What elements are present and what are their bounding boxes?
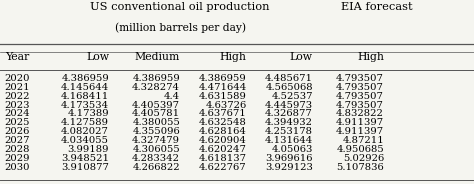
Text: 2020: 2020 [5, 74, 30, 83]
Text: 4.328274: 4.328274 [132, 83, 180, 92]
Text: 4.950685: 4.950685 [336, 145, 384, 154]
Text: 4.034055: 4.034055 [61, 136, 109, 145]
Text: 4.793507: 4.793507 [336, 74, 384, 83]
Text: 4.63726: 4.63726 [205, 100, 246, 109]
Text: US conventional oil production: US conventional oil production [91, 2, 270, 12]
Text: 4.266822: 4.266822 [133, 163, 180, 172]
Text: 5.107836: 5.107836 [336, 163, 384, 172]
Text: 4.618137: 4.618137 [199, 154, 246, 163]
Text: 4.253178: 4.253178 [265, 127, 313, 136]
Text: 4.168411: 4.168411 [61, 92, 109, 101]
Text: 3.910877: 3.910877 [61, 163, 109, 172]
Text: 4.793507: 4.793507 [336, 83, 384, 92]
Text: 4.131644: 4.131644 [264, 136, 313, 145]
Text: 2028: 2028 [5, 145, 30, 154]
Text: 4.127589: 4.127589 [61, 118, 109, 128]
Text: 4.17389: 4.17389 [67, 109, 109, 118]
Text: 4.283342: 4.283342 [132, 154, 180, 163]
Text: 2022: 2022 [5, 92, 30, 101]
Text: (million barrels per day): (million barrels per day) [115, 22, 246, 33]
Text: 4.911397: 4.911397 [336, 118, 384, 128]
Text: 4.793507: 4.793507 [336, 100, 384, 109]
Text: 3.99189: 3.99189 [67, 145, 109, 154]
Text: 4.485671: 4.485671 [265, 74, 313, 83]
Text: 4.628164: 4.628164 [199, 127, 246, 136]
Text: Year: Year [5, 52, 29, 62]
Text: High: High [357, 52, 384, 62]
Text: 4.394932: 4.394932 [265, 118, 313, 128]
Text: 4.632548: 4.632548 [199, 118, 246, 128]
Text: Low: Low [290, 52, 313, 62]
Text: 4.173534: 4.173534 [61, 100, 109, 109]
Text: 3.969616: 3.969616 [265, 154, 313, 163]
Text: 4.327479: 4.327479 [132, 136, 180, 145]
Text: 2021: 2021 [5, 83, 30, 92]
Text: 4.082027: 4.082027 [61, 127, 109, 136]
Text: 2024: 2024 [5, 109, 30, 118]
Text: 4.380055: 4.380055 [132, 118, 180, 128]
Text: 4.87211: 4.87211 [342, 136, 384, 145]
Text: 4.386959: 4.386959 [61, 74, 109, 83]
Text: 2027: 2027 [5, 136, 30, 145]
Text: 2029: 2029 [5, 154, 30, 163]
Text: 4.471644: 4.471644 [198, 83, 246, 92]
Text: 4.445973: 4.445973 [264, 100, 313, 109]
Text: 4.631589: 4.631589 [199, 92, 246, 101]
Text: Medium: Medium [135, 52, 180, 62]
Text: EIA forecast: EIA forecast [341, 2, 413, 12]
Text: 4.620904: 4.620904 [199, 136, 246, 145]
Text: 4.326877: 4.326877 [265, 109, 313, 118]
Text: 4.386959: 4.386959 [132, 74, 180, 83]
Text: 4.620247: 4.620247 [199, 145, 246, 154]
Text: 2030: 2030 [5, 163, 30, 172]
Text: 4.793507: 4.793507 [336, 92, 384, 101]
Text: Low: Low [86, 52, 109, 62]
Text: 4.386959: 4.386959 [199, 74, 246, 83]
Text: 4.52537: 4.52537 [271, 92, 313, 101]
Text: 4.637671: 4.637671 [199, 109, 246, 118]
Text: 4.355096: 4.355096 [132, 127, 180, 136]
Text: 4.405397: 4.405397 [132, 100, 180, 109]
Text: 4.405781: 4.405781 [132, 109, 180, 118]
Text: 4.145644: 4.145644 [61, 83, 109, 92]
Text: 4.4: 4.4 [164, 92, 180, 101]
Text: 4.306055: 4.306055 [132, 145, 180, 154]
Text: 5.02926: 5.02926 [343, 154, 384, 163]
Text: 2025: 2025 [5, 118, 30, 128]
Text: 3.929123: 3.929123 [265, 163, 313, 172]
Text: 4.05063: 4.05063 [272, 145, 313, 154]
Text: 4.565068: 4.565068 [265, 83, 313, 92]
Text: 2023: 2023 [5, 100, 30, 109]
Text: 3.948521: 3.948521 [61, 154, 109, 163]
Text: 2026: 2026 [5, 127, 30, 136]
Text: High: High [219, 52, 246, 62]
Text: 4.911397: 4.911397 [336, 127, 384, 136]
Text: 4.622767: 4.622767 [199, 163, 246, 172]
Text: 4.832822: 4.832822 [336, 109, 384, 118]
